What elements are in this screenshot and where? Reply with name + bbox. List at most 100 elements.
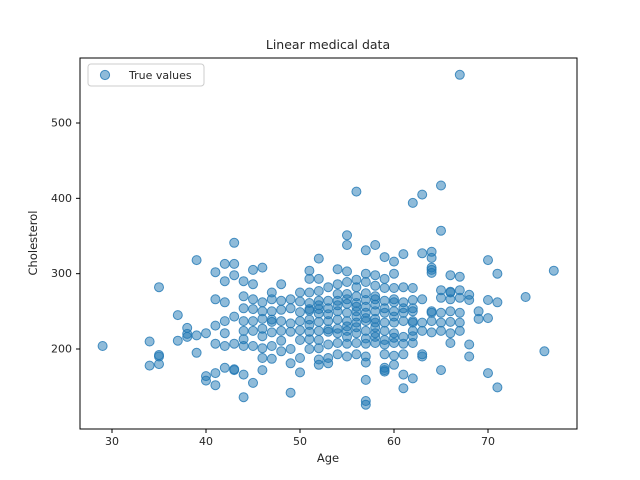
- data-point: [417, 248, 428, 259]
- data-point: [398, 383, 409, 394]
- data-point: [257, 297, 268, 308]
- data-point: [407, 316, 418, 327]
- data-point: [379, 283, 390, 293]
- data-point: [417, 325, 428, 336]
- legend: True values: [87, 63, 205, 87]
- data-point: [473, 313, 484, 324]
- data-point: [389, 297, 399, 308]
- y-axis-label: Cholesterol: [26, 211, 40, 276]
- data-point: [342, 351, 352, 362]
- data-point: [285, 344, 296, 354]
- data-point: [248, 325, 258, 336]
- chart-title: Linear medical data: [266, 37, 390, 52]
- data-point: [398, 249, 409, 260]
- data-point: [464, 351, 475, 362]
- data-point: [323, 324, 334, 335]
- x-tick-label: 70: [481, 435, 495, 448]
- data-point: [492, 268, 503, 279]
- data-point: [351, 311, 362, 322]
- data-point: [182, 328, 193, 339]
- legend-box: [87, 63, 205, 87]
- data-point: [436, 307, 446, 318]
- data-point: [426, 306, 437, 317]
- data-point: [238, 341, 249, 351]
- data-point: [295, 287, 305, 298]
- data-point: [201, 375, 211, 386]
- data-point: [389, 311, 399, 322]
- data-point: [257, 353, 268, 363]
- data-point: [407, 303, 418, 314]
- data-point: [351, 322, 362, 333]
- y-tick-label: 200: [51, 343, 72, 356]
- data-point: [483, 313, 493, 324]
- data-point: [379, 366, 390, 377]
- y-tick-label: 400: [51, 192, 72, 205]
- data-point: [219, 276, 230, 287]
- data-point: [266, 306, 277, 317]
- data-point: [389, 268, 399, 279]
- data-point: [454, 317, 465, 328]
- data-point: [304, 344, 315, 354]
- data-point: [360, 268, 371, 279]
- data-point: [276, 316, 287, 327]
- data-point: [210, 294, 221, 305]
- data-point: [360, 374, 371, 385]
- axis-ticks: 30 40 50 60 70 200 300 400 500: [51, 117, 495, 448]
- data-point: [257, 343, 268, 354]
- data-point: [323, 282, 334, 293]
- data-point: [248, 279, 258, 290]
- data-point: [201, 328, 211, 339]
- data-point: [248, 264, 258, 275]
- data-point: [257, 262, 268, 273]
- data-point: [257, 365, 268, 376]
- data-point: [295, 307, 305, 318]
- data-point: [304, 287, 315, 298]
- y-tick-label: 300: [51, 267, 72, 280]
- data-point: [360, 313, 371, 324]
- data-point: [398, 331, 409, 342]
- data-point: [304, 265, 315, 276]
- data-point: [276, 279, 287, 290]
- data-point: [407, 373, 418, 384]
- data-point: [407, 295, 418, 305]
- data-point: [379, 273, 390, 284]
- data-point: [351, 301, 362, 312]
- data-point: [144, 360, 155, 371]
- data-point: [295, 316, 305, 327]
- data-point: [332, 314, 343, 325]
- data-point: [332, 349, 343, 360]
- data-point: [351, 349, 362, 360]
- data-point: [360, 301, 371, 312]
- data-point: [389, 256, 399, 267]
- data-point: [417, 317, 428, 328]
- data-point: [313, 286, 324, 296]
- data-point: [389, 359, 399, 370]
- data-point: [219, 362, 230, 373]
- data-point: [370, 280, 381, 291]
- data-point: [398, 349, 409, 360]
- data-point: [313, 308, 324, 319]
- data-point: [379, 303, 390, 314]
- x-tick-label: 60: [387, 435, 401, 448]
- data-point: [313, 300, 324, 311]
- data-point: [360, 245, 371, 256]
- data-point: [389, 283, 399, 293]
- data-point: [464, 339, 475, 350]
- data-point: [342, 298, 352, 309]
- data-point: [436, 365, 446, 376]
- x-tick-label: 50: [293, 435, 307, 448]
- data-point: [266, 353, 277, 364]
- data-point: [332, 279, 343, 290]
- scatter-points: [97, 69, 559, 410]
- data-point: [210, 368, 221, 379]
- data-point: [304, 305, 315, 316]
- data-point: [360, 351, 371, 362]
- x-tick-label: 40: [199, 435, 213, 448]
- y-tick-label: 500: [51, 117, 72, 130]
- legend-marker-icon: [99, 69, 111, 81]
- data-point: [445, 306, 456, 317]
- data-point: [285, 303, 296, 314]
- data-point: [295, 353, 305, 363]
- data-point: [323, 358, 334, 369]
- data-point: [351, 338, 362, 348]
